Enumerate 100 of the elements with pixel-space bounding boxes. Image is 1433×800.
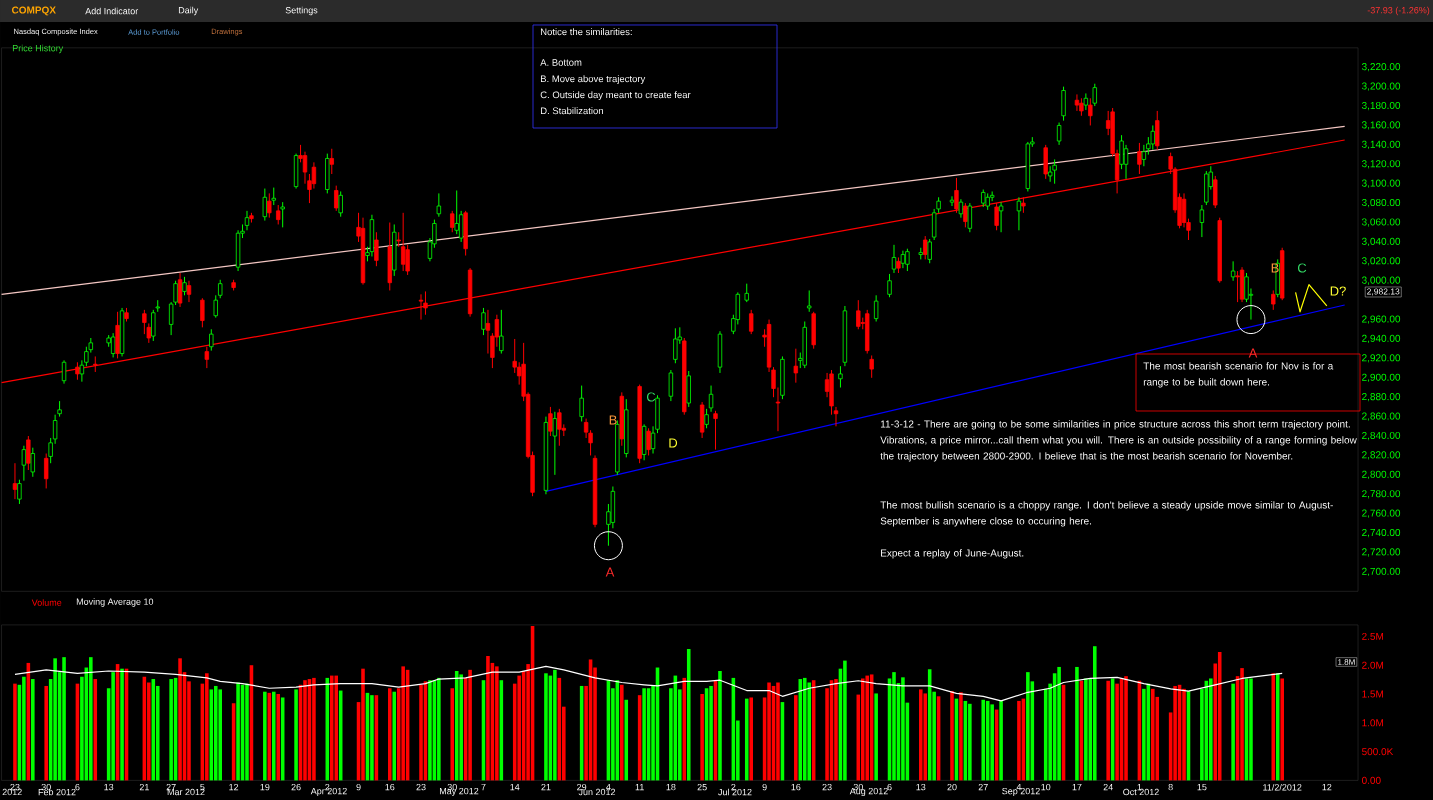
line-series [1294,284,1328,313]
bar [1280,678,1284,781]
y-tick-label: 1.5M [1362,690,1383,698]
bar [1231,683,1235,781]
bar [419,684,423,781]
bar [1271,673,1276,781]
y-tick-label: 500.0K [1361,748,1394,756]
candlestick [673,327,678,364]
bar [1124,676,1128,781]
bar [387,688,392,781]
bar [450,688,455,781]
y-tick-label: 3,000.00 [1361,276,1401,285]
annotation: B [1271,263,1279,273]
text: Add Indicator [85,7,139,15]
x-tick-label: 12 [1322,783,1332,791]
x-tick-label: 8 [1168,783,1173,791]
candlestick [833,406,839,427]
annotation: A [605,567,615,577]
annotation: A. Bottom [540,59,582,66]
candlestick [218,279,223,299]
candlestick [967,202,973,233]
bar [1115,683,1119,781]
candlestick [142,309,147,335]
bar [901,677,905,781]
bar [370,695,374,781]
candlestick [744,283,749,303]
text: Settings [285,6,318,16]
x-tick-label: 27 [978,783,988,791]
candlestick [807,289,812,313]
bar [22,676,26,781]
bar [1249,678,1253,781]
y-tick-label: 3,100.00 [1361,179,1401,188]
y-tick-label: 3,060.00 [1361,218,1401,227]
candlestick [12,462,18,500]
candlestick [1074,93,1080,112]
y-tick-label: 3,140.00 [1361,140,1401,150]
annotation: C [1297,263,1307,273]
annotation: The most bearish scenario for Nov is for a range to be built down here. [1143,362,1334,388]
candlestick [579,385,584,422]
candlestick [869,354,874,379]
candlestick [267,192,272,219]
bar [807,682,811,781]
bar [1026,672,1030,781]
candlestick [151,309,156,342]
y-tick-label: 3,020.00 [1361,257,1401,266]
candlestick [1141,144,1147,167]
bar [959,692,963,781]
annotation: Expect a replay of June-August. [881,549,1024,559]
x-tick-label: 20 [947,783,957,791]
x-tick-label: 9 [762,783,767,791]
annotation: C. Outside day meant to create fear [540,91,691,101]
bar [1182,688,1186,781]
x-tick-label: 16 [791,783,801,791]
x-tick-label: 6 [75,783,80,791]
x-tick-label: 29 [577,783,587,791]
bar [1106,680,1110,781]
bar [1209,678,1213,781]
x-tick-label: 11/2/2012 [1263,783,1302,791]
bar [700,694,704,781]
bar [834,679,838,781]
annotation: Price History [12,44,64,54]
text: Daily [178,6,199,16]
candlestick [262,188,268,222]
bar [1093,646,1097,781]
bar [1142,688,1146,781]
bar [802,677,807,781]
candlestick [668,369,674,402]
candlestick [481,307,486,336]
candlestick [418,293,424,321]
x-tick-label: 6 [887,783,892,791]
candlestick [436,192,442,218]
x-tick-label: 7 [481,783,486,791]
candlestick [998,201,1004,233]
candlestick [30,447,35,478]
bar [1075,666,1079,781]
bar [120,668,124,781]
bar [794,695,798,781]
bar [968,703,972,781]
bar [1057,666,1061,781]
bar [892,672,896,781]
candlestick [21,445,27,482]
y-tick-label: 2,800.00 [1362,470,1401,479]
candlestick [61,359,67,385]
bar [31,679,35,781]
y-tick-label: 3,180.00 [1361,101,1401,111]
candlestick [963,202,968,228]
bar [1275,673,1280,781]
candlestick [276,204,281,225]
bar [303,680,307,781]
x-tick-label: 13 [916,783,926,791]
bar [744,698,749,781]
bar [776,682,780,781]
y-tick-label: 3,120.00 [1361,160,1401,169]
bar [682,677,687,781]
bar [205,673,209,781]
bar [553,669,557,781]
candlestick [927,238,932,264]
chart-title: COMPQX [11,6,56,16]
bar [709,685,713,781]
x-tick-label: 21 [541,783,551,791]
